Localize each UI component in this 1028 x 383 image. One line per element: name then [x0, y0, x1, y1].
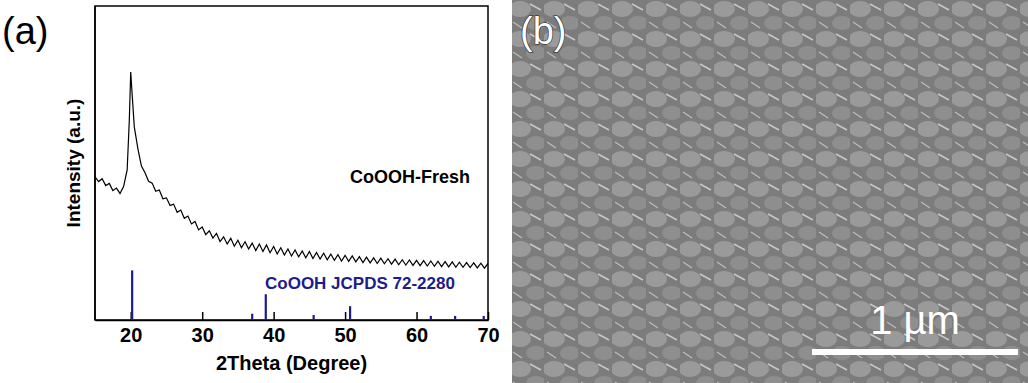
x-tick-label: 70	[477, 324, 499, 346]
x-tick-mark	[273, 312, 275, 320]
x-tick-label: 60	[406, 324, 428, 346]
series-label: CoOOH JCPDS 72-2280	[265, 274, 455, 293]
scale-bar-label: 1 µm	[870, 298, 960, 342]
panel-label: (a)	[2, 10, 48, 52]
micrograph	[512, 0, 1028, 383]
y-axis-title: Intensity (a.u.)	[63, 99, 84, 228]
reference-stick	[454, 316, 456, 320]
x-tick-label: 50	[334, 324, 356, 346]
x-axis-line	[96, 320, 489, 322]
x-tick-label: 20	[120, 324, 142, 346]
series-label: CoOOH-Fresh	[350, 167, 470, 187]
reference-stick	[349, 306, 351, 320]
x-tick-label: 30	[192, 324, 214, 346]
reference-stick	[251, 314, 253, 320]
figure: 20 30 40 50 60 70 CoOOH-Fresh CoOOH JCPDS 72-22…	[0, 0, 1028, 383]
x-tick: 30	[192, 312, 214, 346]
reference-stick	[131, 270, 133, 320]
x-tick: 70	[477, 312, 499, 346]
xrd-line	[95, 72, 488, 268]
y-axis-line	[94, 6, 96, 320]
plot-frame	[95, 6, 488, 320]
x-tick-mark	[488, 312, 490, 320]
plot-area	[95, 72, 488, 320]
x-tick-mark	[345, 312, 347, 320]
x-tick-mark	[202, 312, 204, 320]
x-axis: 20 30 40 50 60 70	[96, 312, 500, 346]
x-axis-title: 2Theta (Degree)	[216, 352, 367, 374]
x-tick: 60	[406, 312, 428, 346]
reference-stick	[313, 315, 315, 320]
panel-label: (b)	[520, 10, 566, 52]
x-tick-label: 40	[263, 324, 285, 346]
x-tick: 50	[334, 312, 356, 346]
reference-stick	[483, 316, 485, 320]
reference-stick	[265, 294, 267, 320]
reference-stick	[430, 316, 432, 320]
scale-bar	[812, 349, 1018, 355]
x-tick-mark	[416, 312, 418, 320]
